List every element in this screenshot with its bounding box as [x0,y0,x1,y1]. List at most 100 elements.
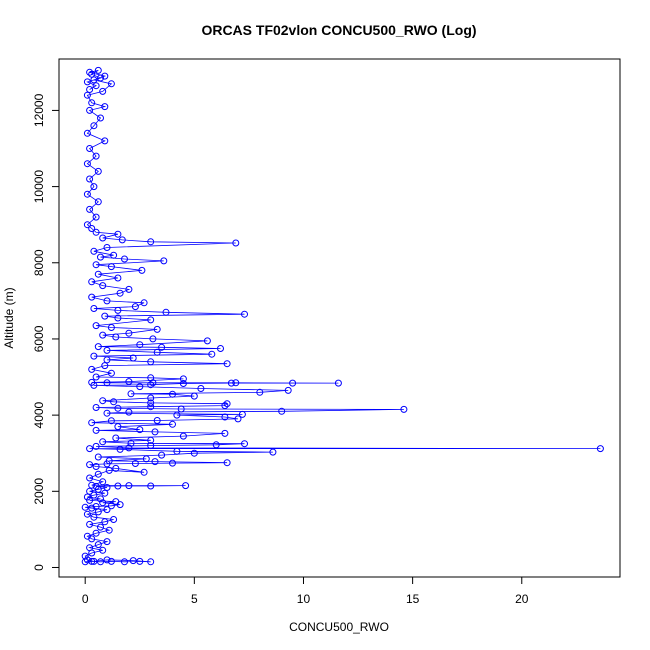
data-point [160,257,168,265]
data-point [223,459,231,467]
data-point [88,378,96,386]
data-point [118,236,126,244]
data-point [81,552,89,560]
data-point [92,529,100,537]
data-point [92,503,100,510]
data-point [197,385,205,392]
data-point [103,244,111,251]
data-point [147,238,155,246]
data-point [83,510,91,518]
data-point [136,426,144,434]
x-tick-label: 0 [82,592,89,606]
data-point [208,350,216,358]
data-point [94,198,102,206]
data-point [103,556,111,564]
data-point [169,390,176,398]
data-point [131,303,139,311]
data-point [101,103,109,111]
data-point [147,442,155,450]
data-point [86,544,94,552]
data-point [94,470,102,478]
data-point [83,160,91,168]
data-point [88,225,96,232]
data-point [151,458,159,466]
x-tick-label: 10 [297,592,311,606]
data-point [147,316,155,324]
data-point [112,333,120,341]
data-point [596,445,604,453]
data-point [107,324,115,331]
data-point [256,388,264,396]
data-point [88,70,96,78]
data-point [101,137,109,145]
data-point [114,230,122,238]
data-point [99,331,107,339]
data-point [92,373,100,381]
data-point [101,312,109,320]
y-tick-label: 4000 [32,401,46,428]
data-point [92,404,100,411]
data-point [94,453,102,461]
data-point [107,369,115,377]
data-point [232,379,240,387]
data-point [97,114,104,122]
data-point [400,405,408,413]
data-point [125,378,133,386]
data-point [90,305,98,312]
data-point [125,408,133,416]
y-tick-label: 10000 [32,170,46,204]
data-point [107,417,115,425]
data-point [101,518,109,526]
data-point [112,464,120,472]
data-point [107,557,115,565]
data-point [88,278,96,286]
data-point [86,474,94,482]
x-tick-label: 15 [406,592,420,606]
data-point [140,299,148,307]
data-point [114,314,122,322]
data-point [105,466,113,474]
data-point [136,383,144,391]
data-point [114,404,122,412]
data-point [90,513,98,521]
data-point [147,436,155,444]
data-point [112,434,120,442]
data-point [92,322,100,330]
data-point [88,365,96,373]
data-point [110,251,118,259]
data-point [86,175,94,183]
y-tick-label: 0 [32,564,46,571]
data-point [147,394,155,402]
data-point [179,375,187,383]
data-point [151,428,159,436]
data-point [284,386,292,394]
data-point [90,183,98,191]
data-point [101,72,109,80]
data-point [107,263,115,271]
data-point [153,348,161,356]
data-point [114,482,122,490]
data-point [221,402,229,410]
data-point [103,409,111,417]
y-tick-label: 8000 [32,249,46,276]
data-point [86,205,94,213]
data-point [92,426,100,434]
data-point [88,293,96,301]
data-point [97,253,104,261]
data-point [107,502,115,510]
data-point [147,381,155,389]
data-point [147,399,155,407]
data-point [88,419,96,427]
data-point [147,482,155,490]
data-point [127,439,135,447]
data-point [121,558,128,566]
data-point [94,167,102,175]
data-point [142,455,150,463]
data-point [88,557,96,565]
data-point [103,297,111,305]
data-point [99,397,107,405]
data-point [86,461,94,469]
y-axis: 0 2000 4000 6000 8000 10000 12000 [32,93,60,571]
y-tick-label: 12000 [32,93,46,127]
